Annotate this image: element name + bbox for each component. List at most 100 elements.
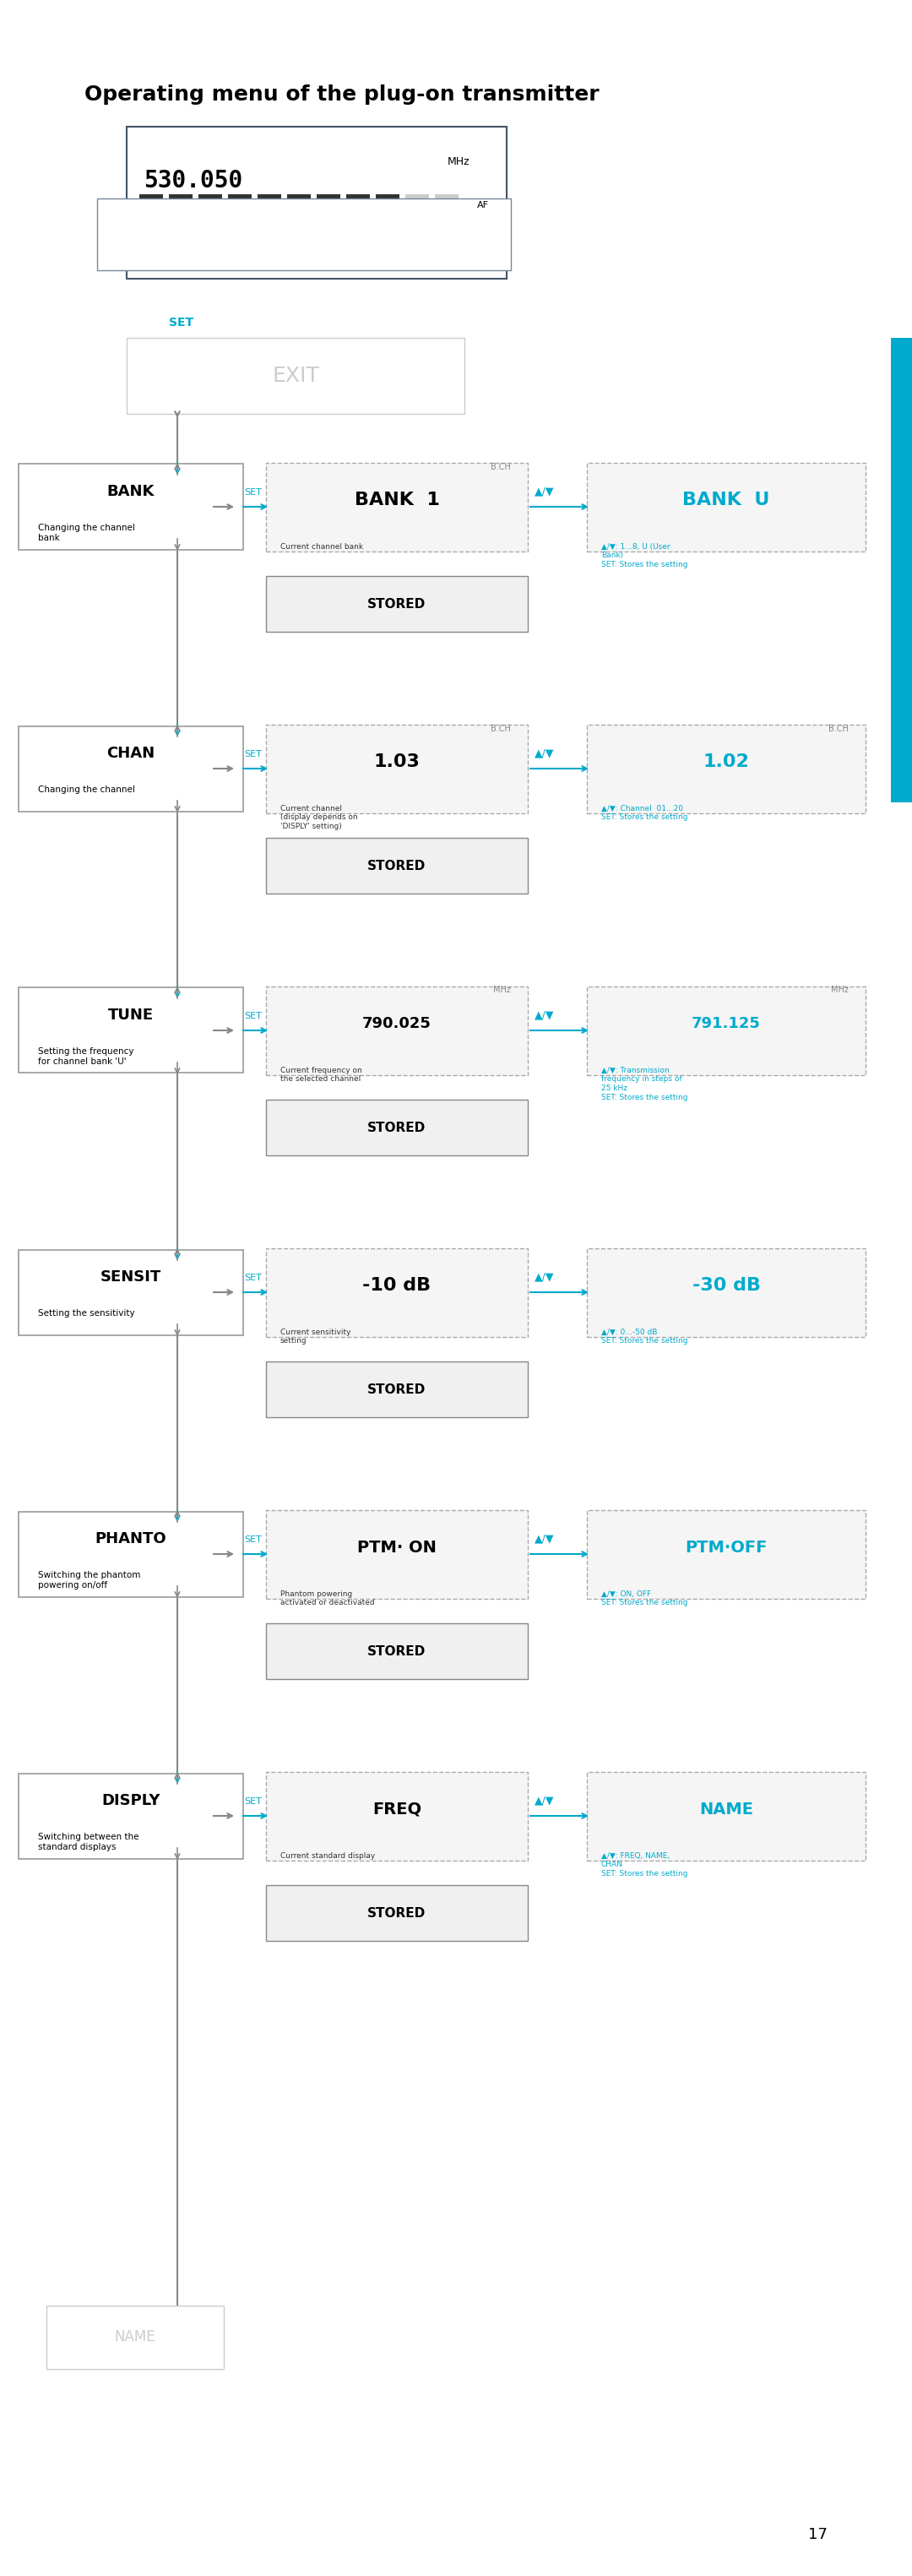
Text: PTM·OFF: PTM·OFF <box>685 1540 767 1556</box>
Bar <box>275 229 368 255</box>
Bar <box>257 193 281 216</box>
Text: ▲/▼: ▲/▼ <box>534 1010 554 1020</box>
Text: ▲/▼: ▲/▼ <box>534 1795 554 1806</box>
Text: ▲/▼: Channel  01...20
SET: Stores the setting: ▲/▼: Channel 01...20 SET: Stores the set… <box>601 804 688 822</box>
FancyBboxPatch shape <box>266 724 528 814</box>
Text: Changing the channel
bank: Changing the channel bank <box>38 523 135 544</box>
FancyBboxPatch shape <box>266 1363 528 1417</box>
Text: PILOT: PILOT <box>307 237 334 245</box>
Text: Setting the frequency
for channel bank 'U': Setting the frequency for channel bank '… <box>38 1048 134 1066</box>
Text: SET: SET <box>169 317 193 330</box>
Text: ▲/▼: ▲/▼ <box>534 747 554 757</box>
Bar <box>235 229 261 252</box>
Text: B.CH: B.CH <box>491 464 511 471</box>
FancyBboxPatch shape <box>127 337 464 415</box>
Text: B.CH: B.CH <box>828 724 849 732</box>
FancyBboxPatch shape <box>18 1249 244 1334</box>
Text: ▲/▼: ▲/▼ <box>534 1270 554 1283</box>
Text: ▲/▼: FREQ, NAME,
CHAN
SET: Stores the setting: ▲/▼: FREQ, NAME, CHAN SET: Stores the se… <box>601 1852 688 1878</box>
Text: SET: SET <box>244 489 262 497</box>
FancyBboxPatch shape <box>266 1510 528 1597</box>
Bar <box>199 193 223 216</box>
Text: ▲/▼: 1...8, U (User
Bank)
SET: Stores the setting: ▲/▼: 1...8, U (User Bank) SET: Stores th… <box>601 544 688 569</box>
Text: B.CH: B.CH <box>491 724 511 732</box>
Bar <box>171 229 197 252</box>
Text: BANK  1: BANK 1 <box>354 492 440 507</box>
Text: NAME: NAME <box>115 2329 156 2344</box>
FancyBboxPatch shape <box>266 1100 528 1157</box>
Text: PTM· ON: PTM· ON <box>358 1540 437 1556</box>
Text: STORED: STORED <box>368 1646 426 1656</box>
Text: BANK  U: BANK U <box>682 492 770 507</box>
Text: NAME: NAME <box>700 1801 753 1816</box>
Text: BANK: BANK <box>107 484 155 500</box>
Bar <box>140 193 163 216</box>
Text: 790.025: 790.025 <box>362 1015 431 1030</box>
FancyBboxPatch shape <box>266 464 528 551</box>
Text: ▲/▼: Transmission
frequency in steps of
25 kHz
SET: Stores the setting: ▲/▼: Transmission frequency in steps of … <box>601 1066 688 1100</box>
Text: AF: AF <box>477 201 489 209</box>
Text: STORED: STORED <box>368 1383 426 1396</box>
Text: Current standard display: Current standard display <box>280 1852 375 1860</box>
Text: ▲/▼: ▲/▼ <box>534 487 554 497</box>
Bar <box>169 193 192 216</box>
Text: SET: SET <box>244 1798 262 1806</box>
Text: ▲/▼: 0...-50 dB
SET: Stores the setting: ▲/▼: 0...-50 dB SET: Stores the setting <box>601 1329 688 1345</box>
Text: SET: SET <box>244 1273 262 1283</box>
Text: -10 dB: -10 dB <box>363 1278 431 1293</box>
FancyBboxPatch shape <box>266 987 528 1074</box>
FancyBboxPatch shape <box>587 987 865 1074</box>
FancyBboxPatch shape <box>18 1512 244 1597</box>
Bar <box>891 337 912 801</box>
Bar <box>405 193 429 216</box>
Text: STORED: STORED <box>368 598 426 611</box>
Text: TUNE: TUNE <box>108 1007 154 1023</box>
Text: 17: 17 <box>808 2527 827 2543</box>
Text: EXIT: EXIT <box>272 366 319 386</box>
Text: 1.03: 1.03 <box>374 752 420 770</box>
Text: MHz: MHz <box>448 157 470 167</box>
Bar <box>287 193 311 216</box>
Text: ▲/▼: ON, OFF
SET: Stores the setting: ▲/▼: ON, OFF SET: Stores the setting <box>601 1589 688 1607</box>
Bar <box>228 193 252 216</box>
FancyBboxPatch shape <box>587 464 865 551</box>
FancyBboxPatch shape <box>47 2306 223 2370</box>
Bar <box>435 193 459 216</box>
Text: STORED: STORED <box>368 860 426 873</box>
Text: Current channel bank: Current channel bank <box>280 544 363 551</box>
Text: Current channel
(display depends on
'DISPLY' setting): Current channel (display depends on 'DIS… <box>280 804 358 829</box>
Bar <box>140 229 165 252</box>
Text: SENSIT: SENSIT <box>100 1270 161 1285</box>
Text: 1.02: 1.02 <box>703 752 750 770</box>
FancyBboxPatch shape <box>266 1623 528 1680</box>
FancyBboxPatch shape <box>18 987 244 1074</box>
Text: PHANTO: PHANTO <box>95 1530 167 1546</box>
Text: Changing the channel: Changing the channel <box>38 786 135 793</box>
Text: Current frequency on
the selected channel: Current frequency on the selected channe… <box>280 1066 362 1082</box>
FancyBboxPatch shape <box>587 724 865 814</box>
Text: SET: SET <box>244 750 262 757</box>
Bar <box>316 193 340 216</box>
Text: -30 dB: -30 dB <box>692 1278 761 1293</box>
Text: DISPLY: DISPLY <box>101 1793 161 1808</box>
Text: CHAN: CHAN <box>107 747 155 760</box>
FancyBboxPatch shape <box>587 1247 865 1337</box>
FancyBboxPatch shape <box>266 1247 528 1337</box>
Text: FREQ: FREQ <box>372 1801 421 1816</box>
Bar <box>203 229 229 252</box>
Text: MHz: MHz <box>493 987 511 994</box>
Text: SET: SET <box>244 1012 262 1020</box>
Text: 791.125: 791.125 <box>691 1015 761 1030</box>
FancyBboxPatch shape <box>97 198 511 270</box>
Bar <box>376 193 399 216</box>
Text: STORED: STORED <box>368 1906 426 1919</box>
Text: Current sensitivity
setting: Current sensitivity setting <box>280 1329 351 1345</box>
Text: Switching between the
standard displays: Switching between the standard displays <box>38 1832 139 1852</box>
FancyBboxPatch shape <box>18 726 244 811</box>
FancyBboxPatch shape <box>18 1772 244 1857</box>
FancyBboxPatch shape <box>587 1772 865 1860</box>
Bar <box>347 193 370 216</box>
FancyBboxPatch shape <box>587 1510 865 1597</box>
Text: SET: SET <box>244 1535 262 1543</box>
FancyBboxPatch shape <box>18 464 244 549</box>
